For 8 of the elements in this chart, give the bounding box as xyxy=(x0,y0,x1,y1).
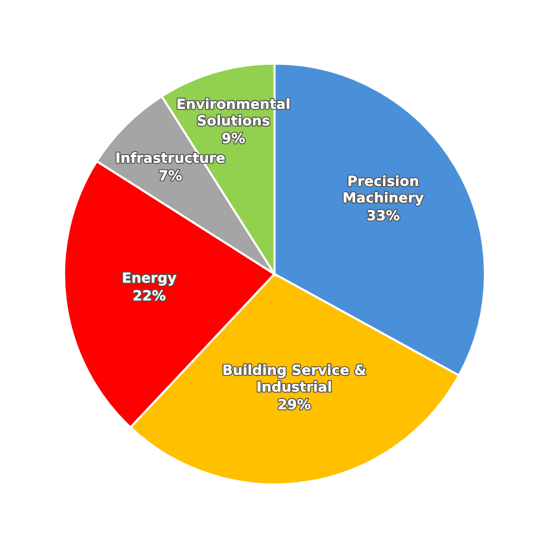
slice-label: Energy xyxy=(123,272,176,286)
slice-label: Building Service & Industrial xyxy=(224,364,366,392)
slice-label: Precision Machinery xyxy=(344,175,424,206)
data-label: 22% xyxy=(134,290,166,301)
data-label: 29% xyxy=(278,398,310,410)
data-label: 33% xyxy=(367,210,400,220)
data-label: 7% xyxy=(159,170,182,181)
data-label: 9% xyxy=(222,132,245,144)
